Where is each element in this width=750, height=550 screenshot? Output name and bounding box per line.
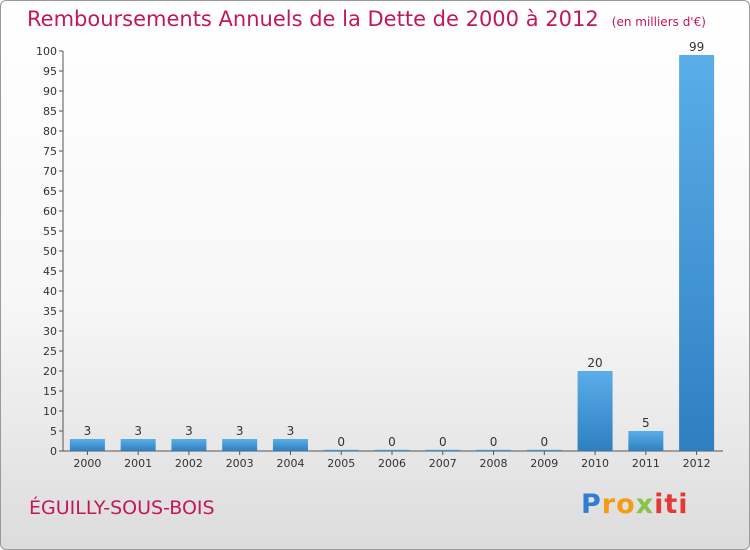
commune-name: ÉGUILLY-SOUS-BOIS — [29, 497, 215, 519]
x-tick-label: 2008 — [480, 457, 508, 470]
x-tick-label: 2011 — [632, 457, 660, 470]
x-tick-label: 2012 — [683, 457, 711, 470]
data-label: 0 — [490, 435, 498, 449]
data-label: 99 — [689, 40, 704, 54]
bar — [425, 449, 461, 451]
bar — [69, 439, 105, 451]
y-tick-label: 45 — [43, 265, 57, 278]
data-label: 0 — [540, 435, 548, 449]
data-label: 0 — [439, 435, 447, 449]
y-tick-label: 65 — [43, 185, 57, 198]
bar — [577, 371, 613, 451]
data-label: 3 — [185, 424, 193, 438]
x-tick-label: 2001 — [124, 457, 152, 470]
y-tick-label: 20 — [43, 365, 57, 378]
y-tick-label: 95 — [43, 65, 57, 78]
x-tick-label: 2002 — [175, 457, 203, 470]
y-tick-label: 75 — [43, 145, 57, 158]
bar — [679, 55, 715, 451]
y-tick-label: 5 — [50, 425, 57, 438]
bar — [526, 449, 562, 451]
y-tick-label: 70 — [43, 165, 57, 178]
data-label: 3 — [84, 424, 92, 438]
y-tick-label: 35 — [43, 305, 57, 318]
unit-note: (en milliers d'€) — [611, 15, 706, 29]
data-label: 5 — [642, 416, 650, 430]
y-tick-label: 40 — [43, 285, 57, 298]
bar — [628, 431, 664, 451]
x-tick-label: 2004 — [276, 457, 304, 470]
data-label: 20 — [587, 356, 602, 370]
y-tick-label: 90 — [43, 85, 57, 98]
y-tick-label: 80 — [43, 125, 57, 138]
x-tick-label: 2009 — [530, 457, 558, 470]
y-tick-label: 55 — [43, 225, 57, 238]
bar — [171, 439, 207, 451]
y-tick-label: 0 — [50, 445, 57, 458]
bar — [476, 449, 512, 451]
x-tick-label: 2005 — [327, 457, 355, 470]
y-tick-label: 100 — [36, 45, 57, 58]
data-label: 0 — [388, 435, 396, 449]
y-tick-label: 50 — [43, 245, 57, 258]
x-tick-label: 2000 — [73, 457, 101, 470]
x-tick-label: 2006 — [378, 457, 406, 470]
bar — [222, 439, 258, 451]
y-tick-label: 85 — [43, 105, 57, 118]
bar — [374, 449, 410, 451]
chart-title: Remboursements Annuels de la Dette de 20… — [27, 7, 599, 31]
y-tick-label: 30 — [43, 325, 57, 338]
y-tick-label: 10 — [43, 405, 57, 418]
y-tick-label: 15 — [43, 385, 57, 398]
y-tick-label: 60 — [43, 205, 57, 218]
x-tick-label: 2007 — [429, 457, 457, 470]
bar — [272, 439, 308, 451]
data-label: 3 — [236, 424, 244, 438]
data-label: 3 — [287, 424, 295, 438]
x-tick-label: 2003 — [226, 457, 254, 470]
x-tick-label: 2010 — [581, 457, 609, 470]
bar — [120, 439, 156, 451]
chart-title-block: Remboursements Annuels de la Dette de 20… — [27, 7, 706, 31]
proxiti-logo: Proxiti — [581, 489, 689, 520]
data-label: 0 — [337, 435, 345, 449]
bar — [323, 449, 359, 451]
data-label: 3 — [134, 424, 142, 438]
y-tick-label: 25 — [43, 345, 57, 358]
